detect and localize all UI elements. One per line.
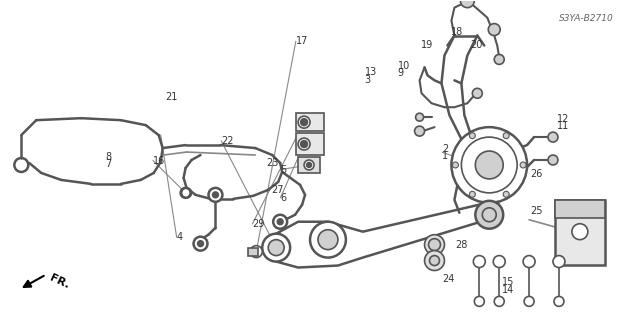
Text: 13: 13 [365,67,377,77]
Circle shape [494,296,504,306]
Text: 19: 19 [420,40,433,50]
Circle shape [483,208,496,222]
Text: 6: 6 [280,193,287,203]
Text: S3YA-B2710: S3YA-B2710 [559,14,614,23]
Text: 27: 27 [271,185,284,195]
Circle shape [424,251,444,270]
Circle shape [503,191,509,197]
Text: 24: 24 [442,274,455,284]
Text: 25: 25 [531,206,543,216]
Circle shape [553,256,565,268]
Circle shape [460,0,474,8]
Circle shape [429,256,440,266]
Circle shape [415,126,424,136]
Circle shape [476,201,503,229]
Text: 20: 20 [470,40,483,50]
Circle shape [424,235,444,255]
Text: 16: 16 [153,156,165,166]
Circle shape [461,137,517,193]
Text: 15: 15 [502,277,515,287]
FancyBboxPatch shape [298,157,320,173]
Circle shape [452,162,458,168]
FancyBboxPatch shape [555,200,605,265]
Circle shape [307,163,311,167]
Circle shape [209,188,223,202]
Circle shape [198,241,204,247]
Circle shape [503,133,509,139]
Circle shape [415,113,424,121]
Circle shape [451,127,527,203]
Text: 21: 21 [165,92,177,102]
Text: 3: 3 [365,75,371,85]
Circle shape [298,138,310,150]
FancyBboxPatch shape [296,133,324,155]
Circle shape [554,296,564,306]
Circle shape [476,151,503,179]
Text: 2: 2 [442,144,449,154]
Text: 22: 22 [221,136,234,146]
FancyBboxPatch shape [248,248,259,256]
Text: 4: 4 [177,232,183,242]
Circle shape [298,116,310,128]
Circle shape [548,132,558,142]
Circle shape [301,141,307,147]
Circle shape [493,256,505,268]
Text: 17: 17 [296,36,308,46]
Circle shape [474,256,485,268]
Circle shape [277,219,283,225]
Circle shape [262,234,290,261]
Circle shape [474,296,484,306]
Text: 11: 11 [557,121,570,131]
Circle shape [548,155,558,165]
Circle shape [268,240,284,256]
Circle shape [318,230,338,250]
FancyBboxPatch shape [555,200,605,218]
Circle shape [301,119,307,125]
Text: 23: 23 [266,157,278,168]
Circle shape [494,54,504,64]
Circle shape [472,88,483,98]
Text: 28: 28 [455,240,467,250]
Text: 5: 5 [280,164,287,174]
Circle shape [180,188,191,198]
Circle shape [310,222,346,258]
Circle shape [469,191,476,197]
Text: 10: 10 [397,61,410,71]
Circle shape [250,246,262,258]
Circle shape [304,160,314,170]
Text: 18: 18 [451,27,463,37]
Text: 9: 9 [397,68,404,78]
Text: 12: 12 [557,114,570,124]
Text: 1: 1 [442,151,449,161]
Text: 14: 14 [502,285,515,295]
Circle shape [429,239,440,251]
FancyBboxPatch shape [296,113,324,131]
Circle shape [488,24,500,36]
Text: 29: 29 [252,219,265,229]
Text: 8: 8 [105,152,111,162]
Text: 26: 26 [531,169,543,179]
Circle shape [523,256,535,268]
Circle shape [572,224,588,240]
Circle shape [193,237,207,251]
Circle shape [469,133,476,139]
Circle shape [212,192,218,198]
Circle shape [524,296,534,306]
Circle shape [520,162,526,168]
Text: 7: 7 [105,159,111,170]
Circle shape [273,215,287,229]
Text: FR.: FR. [48,273,71,290]
